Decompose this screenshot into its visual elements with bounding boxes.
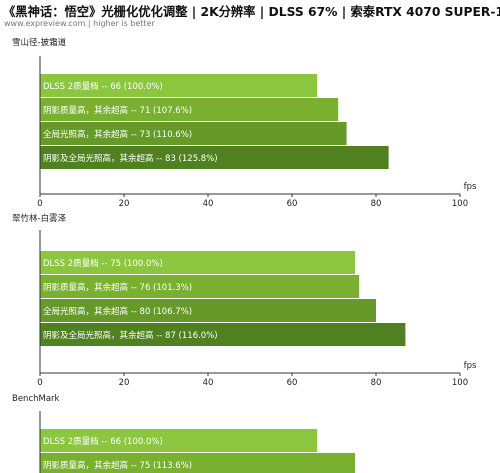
- x-tick-label: 60: [287, 378, 298, 388]
- bar-label: 阴影及全局光照高，其余超高 -- 87 (116.0%): [43, 330, 218, 341]
- x-tick-label: 0: [37, 378, 42, 388]
- bar-label: 全局光照高，其余超高 -- 80 (106.7%): [43, 306, 192, 317]
- x-axis-label: fps: [464, 361, 477, 371]
- x-tick-label: 80: [371, 378, 382, 388]
- chart-panel-0: 雪山径-披霜道 DLSS 2质量档 -- 66 (100.0%) 阴影质量高，其余超…: [12, 37, 477, 209]
- x-tick-label: 100: [452, 378, 468, 388]
- bar: [40, 146, 389, 169]
- bar: [40, 453, 355, 473]
- chart-subtitle: www.expreview.com | higher is better: [4, 19, 155, 28]
- x-tick-label: 40: [203, 199, 214, 209]
- panel-title: BenchMark: [12, 394, 60, 404]
- bar: [40, 251, 355, 274]
- x-tick-label: 40: [203, 378, 214, 388]
- bar: [40, 323, 406, 346]
- bar-label: DLSS 2质量档 -- 66 (100.0%): [43, 436, 163, 447]
- x-axis-label: fps: [464, 182, 477, 192]
- bar-label: DLSS 2质量档 -- 66 (100.0%): [43, 81, 163, 92]
- chart-panel-2: BenchMark DLSS 2质量档 -- 66 (100.0%) 阴影质量高，其…: [12, 394, 355, 473]
- bar-label: 阴影质量高，其余超高 -- 75 (113.6%): [43, 460, 192, 471]
- x-tick-label: 100: [452, 199, 468, 209]
- chart-title: 《黑神话：悟空》光栅化优化调整 | 2K分辨率 | DLSS 67% | 索泰R…: [3, 5, 500, 19]
- x-tick-label: 0: [37, 199, 42, 209]
- bar-label: 全局光照高，其余超高 -- 73 (110.6%): [43, 129, 192, 140]
- bar: [40, 98, 339, 121]
- bar: [40, 275, 360, 298]
- x-tick-label: 20: [119, 378, 130, 388]
- bar-label: 阴影质量高，其余超高 -- 71 (107.6%): [43, 105, 192, 116]
- panel-title: 翠竹林-白雾泽: [12, 213, 67, 224]
- bar: [40, 74, 318, 97]
- x-tick-label: 60: [287, 199, 298, 209]
- bar: [40, 122, 347, 145]
- bar-label: DLSS 2质量档 -- 75 (100.0%): [43, 258, 163, 269]
- x-tick-label: 20: [119, 199, 130, 209]
- panel-title: 雪山径-披霜道: [12, 37, 67, 48]
- chart-panel-1: 翠竹林-白雾泽 DLSS 2质量档 -- 75 (100.0%) 阴影质量高，其余超…: [12, 213, 477, 388]
- bar: [40, 299, 376, 322]
- bar: [40, 429, 318, 452]
- bar-label: 阴影及全局光照高，其余超高 -- 83 (125.8%): [43, 153, 218, 164]
- bar-label: 阴影质量高，其余超高 -- 76 (101.3%): [43, 282, 192, 293]
- x-tick-label: 80: [371, 199, 382, 209]
